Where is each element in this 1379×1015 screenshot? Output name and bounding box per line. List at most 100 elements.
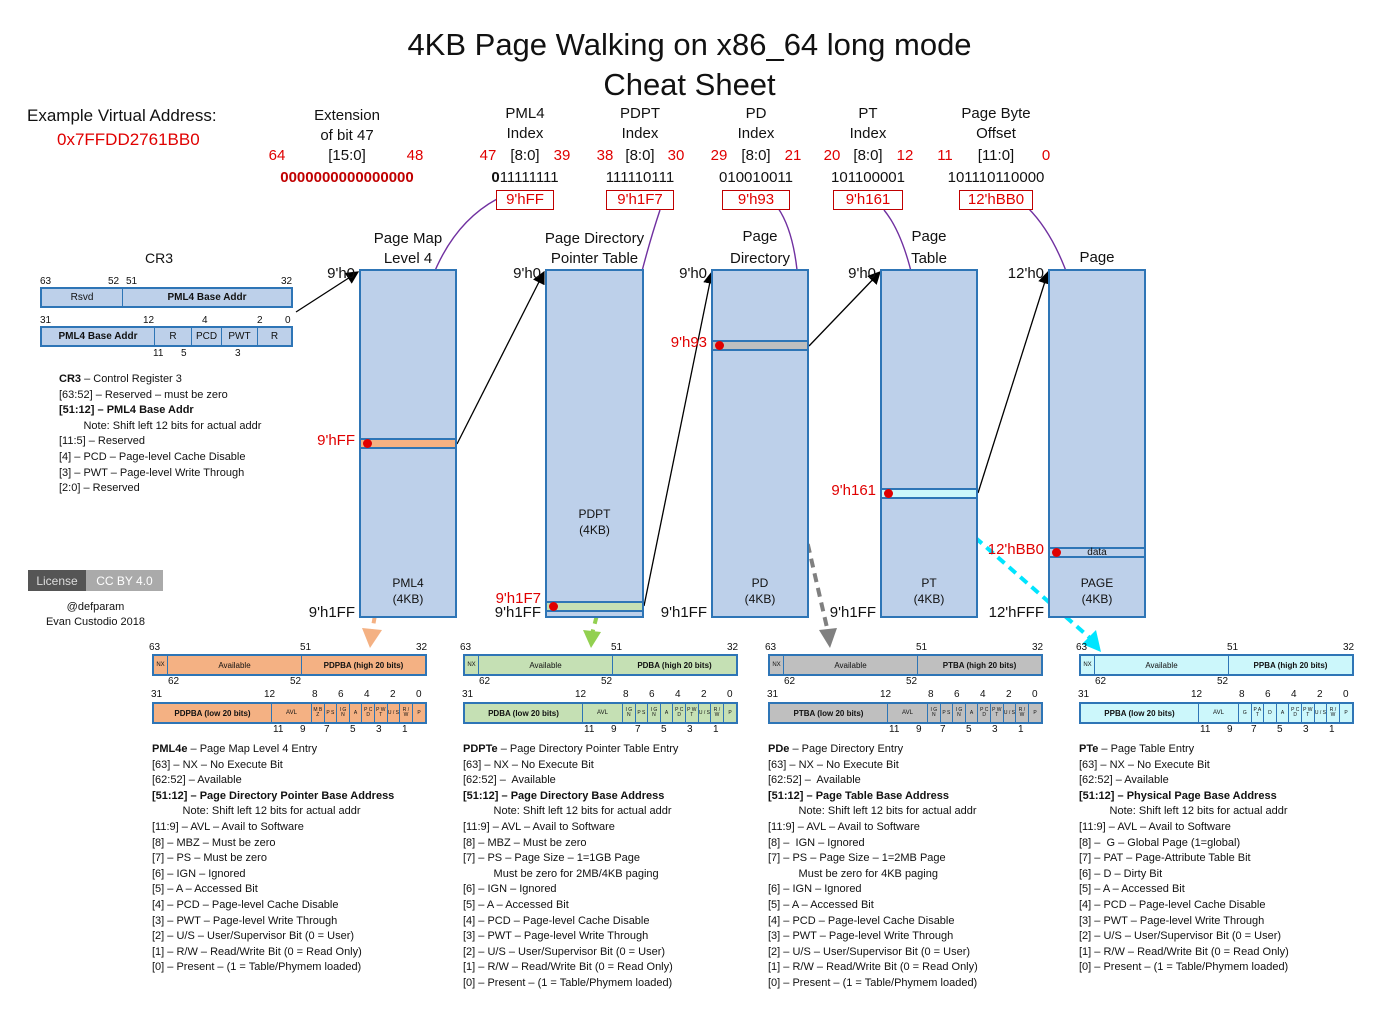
table-entry-addr-4: 12'hBB0 [987, 541, 1044, 558]
entry-marker-dot-3 [884, 489, 893, 498]
entry-1-bit-52: 52 [601, 676, 613, 687]
cr3-desc-line-4: [11:5] – Reserved [59, 435, 146, 448]
table-top-addr-4: 12'h0 [1007, 265, 1044, 282]
entry-1-lo-bot-bit-1: 9 [611, 724, 617, 735]
entry-3-bit-62: 62 [1095, 676, 1107, 687]
entry-2-flag-cell-0: I G N [928, 704, 941, 722]
entry-1-flag-cell-3: A [661, 704, 674, 722]
entry-2-desc-line-10: [5] – A – Accessed Bit [768, 898, 874, 911]
table-entry-row-2[interactable] [711, 340, 809, 351]
field-bits-2: 111110111 [605, 169, 675, 186]
cr3-low-cell-1: R [155, 328, 192, 345]
table-bottom-addr-1: 9'h1FF [494, 604, 541, 621]
entry-2-desc-line-12: [3] – PWT – Page-level Write Through [768, 930, 954, 943]
entry-1-lo-top-bit-6: 0 [727, 689, 733, 700]
entry-0-bit-63: 63 [149, 642, 161, 653]
entry-3-description: PTe – Page Table Entry [63] – NX – No Exe… [1079, 742, 1289, 976]
pt-to-page-arrow [977, 270, 1051, 494]
field-header-0: Extension [314, 107, 380, 124]
entry-marker-dot-1 [549, 602, 558, 611]
field-hi-bit-2: 38 [596, 147, 614, 164]
entry-1-desc-line-9: [6] – IGN – Ignored [463, 883, 557, 896]
entry-1-flag-cell-4: P C D [673, 704, 686, 722]
entry-3-lo-top-bit-4: 4 [1291, 689, 1297, 700]
cr3-lo-bit-bot-2: 3 [235, 348, 241, 359]
entry-1-flag-cell-0: I G N [623, 704, 636, 722]
table-entry-row-3[interactable] [880, 488, 978, 499]
entry-2-lo-bot-bit-4: 3 [992, 724, 998, 735]
field-header-5: Page Byte [961, 105, 1031, 122]
entry-0-base-low-cell: PDPBA (low 20 bits) [154, 704, 272, 722]
entry-1-lo-bot-bit-5: 1 [713, 724, 719, 735]
author-credit: Evan Custodio 2018 [45, 616, 146, 628]
cr3-title: CR3 [145, 250, 174, 266]
table-entry-row-1[interactable] [545, 601, 644, 612]
entry-0-lo-bot-bit-2: 7 [324, 724, 330, 735]
entry-0-flag-cell-8: P [417, 709, 421, 716]
entry-2-desc-line-11: [4] – PCD – Page-level Cache Disable [768, 914, 955, 927]
entry-2-avl-cell: AVL [888, 704, 928, 722]
entry-3-lo-bot-bit-1: 9 [1227, 724, 1233, 735]
entry-0-lo-top-bit-6: 0 [416, 689, 422, 700]
entry-0-description: PML4e – Page Map Level 4 Entry [63] – NX … [152, 742, 394, 976]
entry-2-lo-top-bit-2: 8 [928, 689, 934, 700]
entry-0-flag-cell-1: P S [325, 704, 338, 722]
cr3-to-pml4-arrow [295, 271, 360, 313]
license-badge[interactable]: License CC BY 4.0 [28, 570, 163, 591]
table-top-addr-0: 9'h0 [327, 265, 355, 282]
entry-2-base-high-cell: PTBA (high 20 bits) [942, 660, 1017, 670]
entry-1-desc-line-2: [62:52] – Available [463, 774, 556, 787]
cr3-rsvd-cell: Rsvd [42, 289, 123, 306]
entry-2-desc-line-14: [1] – R/W – Read/Write Bit (0 = Read Onl… [768, 961, 978, 974]
entry-2-desc-line-2: [62:52] – Available [768, 774, 861, 787]
cr3-low-cell-0: PML4 Base Addr [42, 328, 155, 345]
field-hi-bit-5: 11 [937, 147, 953, 164]
table-top-addr-3: 9'h0 [848, 265, 876, 282]
entry-1-nx-cell: NX [465, 656, 479, 674]
cr3-high-register: Rsvd PML4 Base Addr [40, 287, 293, 308]
cr3-lo-bit-top-0: 31 [40, 315, 52, 326]
entry-2-desc-line-7: [7] – PS – Page Size – 1=2MB Page [768, 852, 946, 865]
entry-0-lo-top-bit-5: 2 [390, 689, 396, 700]
entry-2-high-register: NX Available PTBA (high 20 bits) [768, 654, 1043, 676]
entry-2-desc-line-5: [11:9] – AVL – Avail to Software [768, 820, 920, 833]
entry-2-desc-line-9: [6] – IGN – Ignored [768, 883, 862, 896]
entry-1-desc-line-11: [4] – PCD – Page-level Cache Disable [463, 914, 650, 927]
entry-2-bit-32: 32 [1032, 642, 1044, 653]
entry-3-base-high-cell: PPBA (high 20 bits) [1253, 660, 1328, 670]
cr3-hi-bit-2: 51 [126, 276, 138, 287]
entry-2-lo-bot-bit-1: 9 [916, 724, 922, 735]
entry-2-lo-bot-bit-2: 7 [940, 724, 946, 735]
entry-0-desc-line-9: [5] – A – Accessed Bit [152, 883, 258, 896]
table-header2-4: Page [1079, 249, 1115, 266]
entry-1-lo-bot-bit-2: 7 [635, 724, 641, 735]
field-header-2: PDPT [619, 105, 660, 122]
table-entry-row-4[interactable]: data [1048, 547, 1146, 558]
entry-2-flag-cell-7: R / W [1016, 704, 1029, 722]
entry-3-available-cell: Available [1095, 656, 1229, 674]
entry-0-flag-cell-0: M B Z [312, 704, 325, 722]
entry-1-desc-line-7: [7] – PS – Page Size – 1=1GB Page [463, 852, 641, 865]
entry-3-lo-top-bit-2: 8 [1239, 689, 1245, 700]
table-mid-name-1: PDPT [578, 507, 611, 521]
entry-0-desc-line-2: [62:52] – Available [152, 774, 242, 787]
entry-1-desc-line-12: [3] – PWT – Page-level Write Through [463, 930, 649, 943]
entry-2-lo-top-bit-0: 31 [767, 689, 779, 700]
table-1 [545, 269, 644, 618]
table-top-addr-2: 9'h0 [679, 265, 707, 282]
entry-3-flag-cell-5: P W T [1302, 704, 1315, 722]
entry-0-flag-cell-4: P C D [362, 704, 375, 722]
entry-0-lo-top-bit-3: 6 [338, 689, 344, 700]
entry-3-base-low-cell: PPBA (low 20 bits) [1081, 704, 1199, 722]
field-header2-1: Index [506, 125, 544, 142]
entry-0-desc-line-8: [6] – IGN – Ignored [152, 867, 246, 880]
example-value: 0x7FFDD2761BB0 [57, 130, 200, 149]
table-entry-row-0[interactable] [359, 438, 457, 449]
entry-0-lo-bot-bit-5: 1 [402, 724, 408, 735]
entry-0-desc-line-0: PML4e – Page Map Level 4 Entry [152, 743, 318, 755]
entry-0-lo-bot-bit-3: 5 [350, 724, 356, 735]
table-top-addr-1: 9'h0 [513, 265, 541, 282]
entry-1-high-register: NX Available PDBA (high 20 bits) [463, 654, 738, 676]
entry-1-base-low-cell: PDBA (low 20 bits) [465, 704, 583, 722]
entry-0-bit-32: 32 [416, 642, 428, 653]
